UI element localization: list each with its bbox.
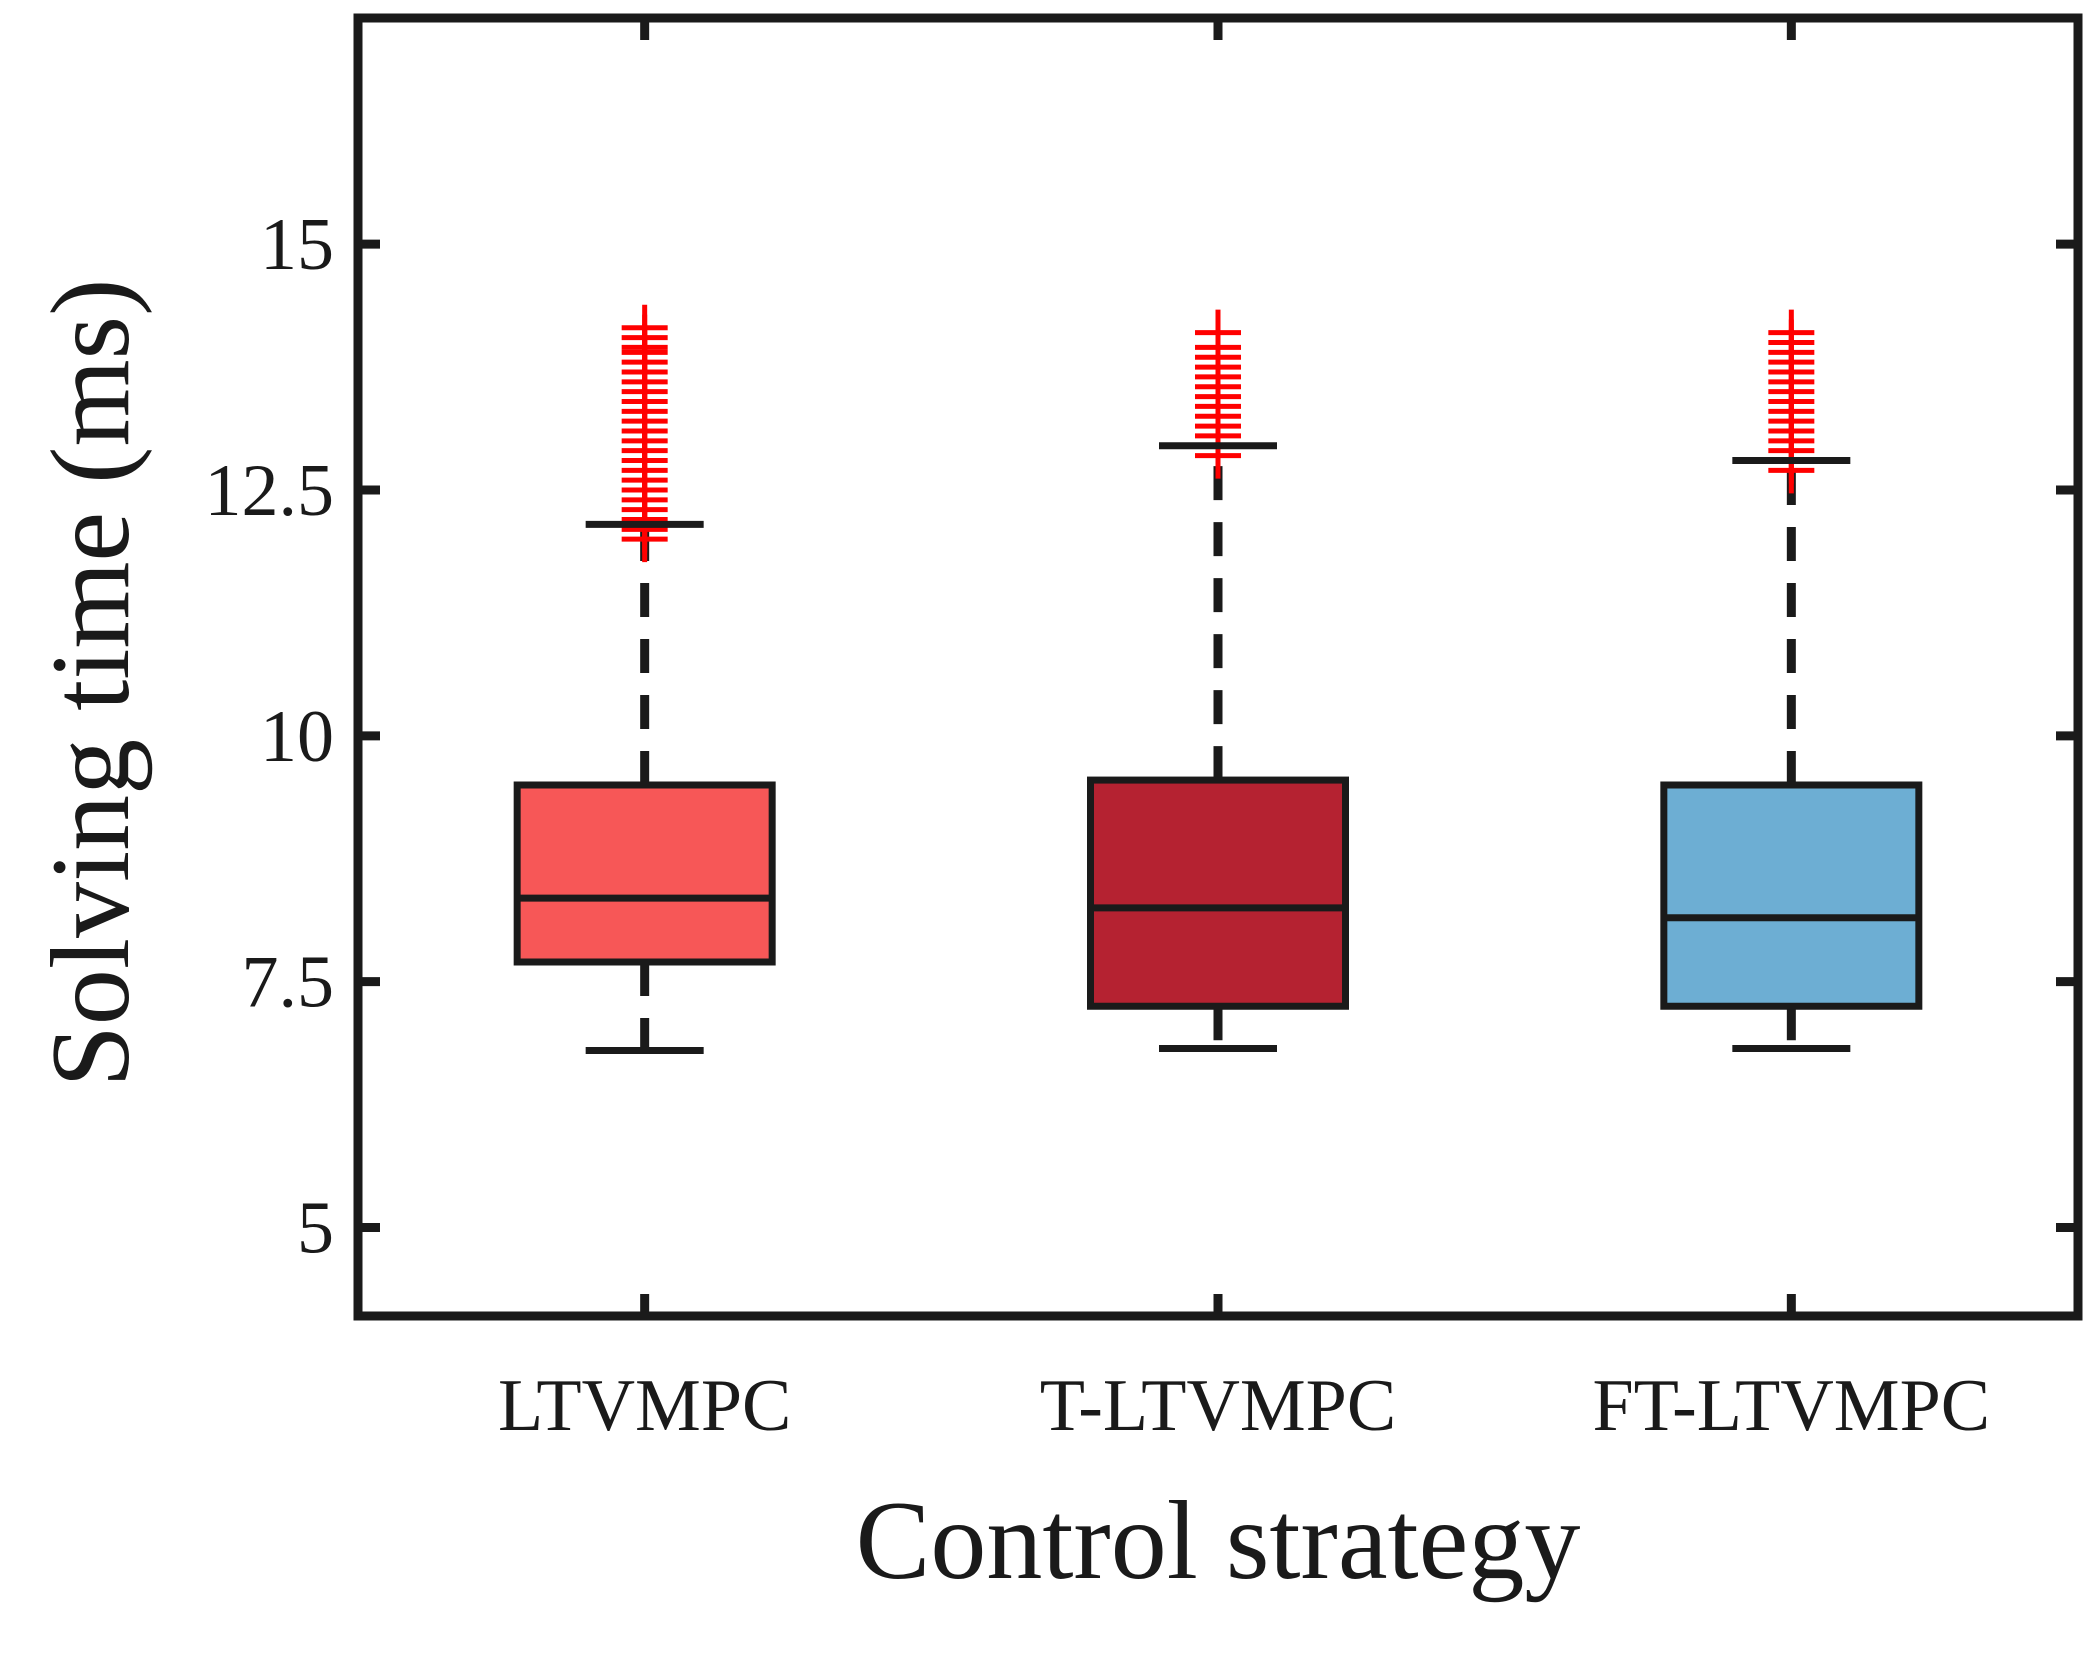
x-tick-label: LTVMPC: [498, 1365, 791, 1447]
iqr-box: [1660, 781, 1923, 1010]
x-tick-label: FT-LTVMPC: [1593, 1365, 1991, 1447]
y-axis-title: Solving time (ms): [29, 279, 153, 1088]
x-tick-label: T-LTVMPC: [1040, 1365, 1396, 1447]
iqr-box: [513, 781, 776, 966]
box-t-ltvmpc: [1087, 309, 1349, 1053]
y-tick-label: 7.5: [242, 942, 335, 1024]
y-tick-label: 15: [260, 204, 334, 286]
x-axis-title: Control strategy: [856, 1479, 1581, 1603]
box-series-layer: [513, 304, 1923, 1054]
box-ltvmpc: [513, 304, 776, 1054]
y-tick-label: 12.5: [205, 450, 335, 532]
iqr-box: [1087, 776, 1349, 1010]
axis-ticks-layer: 5 7.5 10 12.5 15 LTVMPC T-LTVMPC FT-LTVMPC: [205, 18, 2078, 1447]
y-tick-label: 5: [297, 1188, 334, 1270]
box-ft-ltvmpc: [1660, 309, 1923, 1053]
y-tick-label: 10: [260, 696, 334, 778]
plot-frame: [353, 13, 2083, 1321]
